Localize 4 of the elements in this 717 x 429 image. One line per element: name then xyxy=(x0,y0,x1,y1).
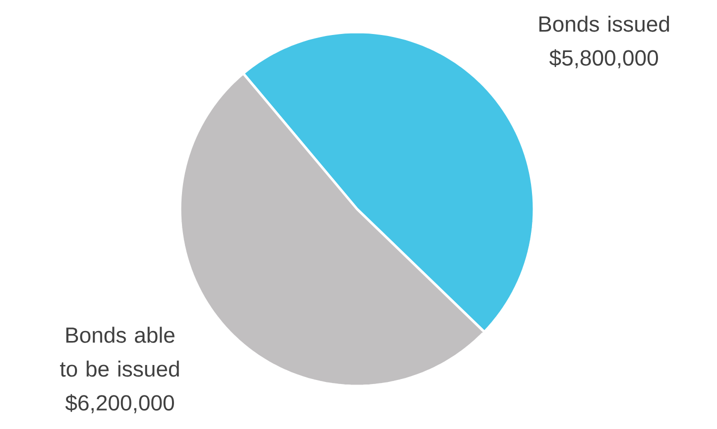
slice-label: Bonds issued xyxy=(539,16,669,32)
slice-label: Bonds able to be issued xyxy=(60,326,179,377)
data-label: $5,800,000 xyxy=(549,49,658,68)
data-label: $6,200,000 xyxy=(65,394,174,414)
